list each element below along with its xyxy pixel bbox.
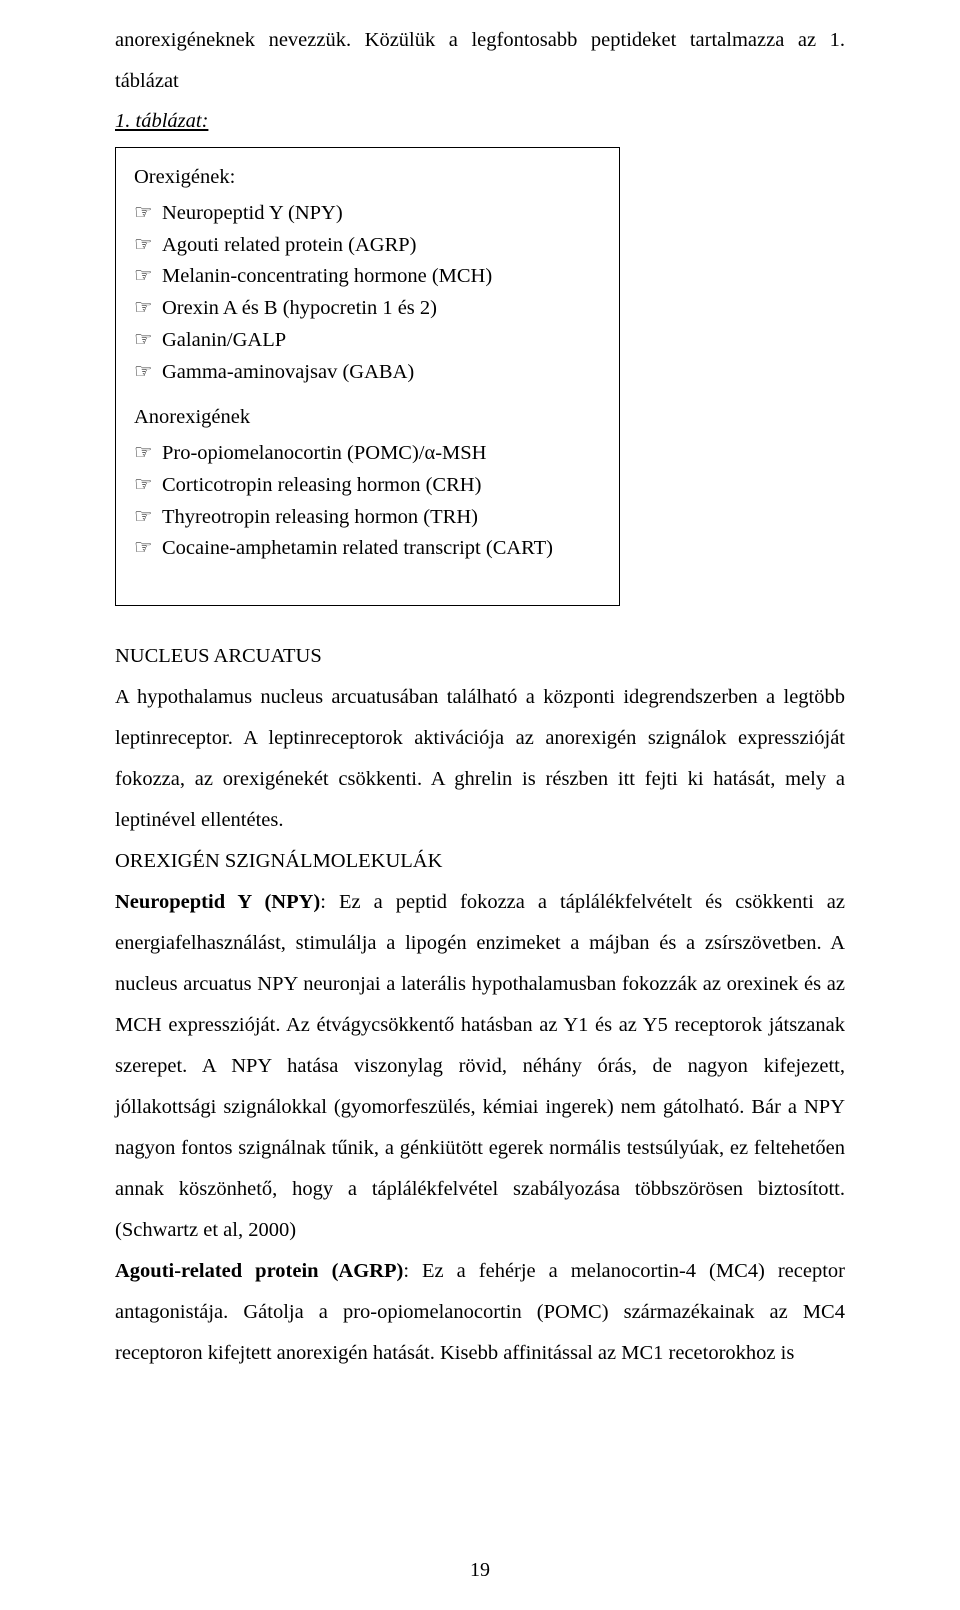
hand-icon: ☞ bbox=[134, 438, 162, 470]
item-label: Agouti related protein (AGRP) bbox=[162, 234, 417, 256]
peptide-box: Orexigének: ☞Neuropeptid Y (NPY) ☞Agouti… bbox=[115, 147, 620, 606]
hand-icon: ☞ bbox=[134, 470, 162, 502]
list-item: ☞Cocaine-amphetamin related transcript (… bbox=[134, 533, 601, 565]
agrp-paragraph: Agouti-related protein (AGRP): Ez a fehé… bbox=[115, 1251, 845, 1374]
item-label: Galanin/GALP bbox=[162, 329, 286, 351]
item-label: Melanin-concentrating hormone (MCH) bbox=[162, 265, 492, 287]
table-caption: 1. táblázat: bbox=[115, 110, 845, 133]
hand-icon: ☞ bbox=[134, 357, 162, 389]
page: anorexigéneknek nevezzük. Közülük a legf… bbox=[0, 0, 960, 1610]
item-label: Thyreotropin releasing hormon (TRH) bbox=[162, 506, 478, 528]
list-item: ☞Gamma-aminovajsav (GABA) bbox=[134, 357, 601, 389]
group-orexigen-title: Orexigének: bbox=[134, 162, 601, 194]
orexigen-list: ☞Neuropeptid Y (NPY) ☞Agouti related pro… bbox=[134, 198, 601, 389]
hand-icon: ☞ bbox=[134, 293, 162, 325]
list-item: ☞Galanin/GALP bbox=[134, 325, 601, 357]
agrp-label: Agouti-related protein (AGRP) bbox=[115, 1260, 403, 1282]
hand-icon: ☞ bbox=[134, 533, 162, 565]
list-item: ☞Neuropeptid Y (NPY) bbox=[134, 198, 601, 230]
group-anorexigen-title: Anorexigének bbox=[134, 402, 601, 434]
list-item: ☞Orexin A és B (hypocretin 1 és 2) bbox=[134, 293, 601, 325]
orex-title: OREXIGÉN SZIGNÁLMOLEKULÁK bbox=[115, 841, 845, 882]
npy-paragraph: Neuropeptid Y (NPY): Ez a peptid fokozza… bbox=[115, 882, 845, 1251]
list-item: ☞Agouti related protein (AGRP) bbox=[134, 230, 601, 262]
intro-paragraph: anorexigéneknek nevezzük. Közülük a legf… bbox=[115, 20, 845, 102]
item-label: Cocaine-amphetamin related transcript (C… bbox=[162, 537, 553, 559]
npy-label: Neuropeptid Y (NPY) bbox=[115, 891, 320, 913]
item-label: Orexin A és B (hypocretin 1 és 2) bbox=[162, 297, 437, 319]
page-number: 19 bbox=[0, 1559, 960, 1582]
hand-icon: ☞ bbox=[134, 198, 162, 230]
list-item: ☞Corticotropin releasing hormon (CRH) bbox=[134, 470, 601, 502]
item-label: Pro-opiomelanocortin (POMC)/α-MSH bbox=[162, 442, 487, 464]
anorexigen-list: ☞Pro-opiomelanocortin (POMC)/α-MSH ☞Cort… bbox=[134, 438, 601, 565]
item-label: Corticotropin releasing hormon (CRH) bbox=[162, 474, 481, 496]
item-label: Gamma-aminovajsav (GABA) bbox=[162, 361, 414, 383]
hand-icon: ☞ bbox=[134, 230, 162, 262]
nucleus-title: NUCLEUS ARCUATUS bbox=[115, 636, 845, 677]
nucleus-paragraph: A hypothalamus nucleus arcuatusában talá… bbox=[115, 677, 845, 841]
list-item: ☞Melanin-concentrating hormone (MCH) bbox=[134, 261, 601, 293]
hand-icon: ☞ bbox=[134, 325, 162, 357]
list-item: ☞Thyreotropin releasing hormon (TRH) bbox=[134, 502, 601, 534]
hand-icon: ☞ bbox=[134, 261, 162, 293]
list-item: ☞Pro-opiomelanocortin (POMC)/α-MSH bbox=[134, 438, 601, 470]
item-label: Neuropeptid Y (NPY) bbox=[162, 202, 343, 224]
hand-icon: ☞ bbox=[134, 502, 162, 534]
npy-text: : Ez a peptid fokozza a táplálékfelvétel… bbox=[115, 891, 845, 1241]
